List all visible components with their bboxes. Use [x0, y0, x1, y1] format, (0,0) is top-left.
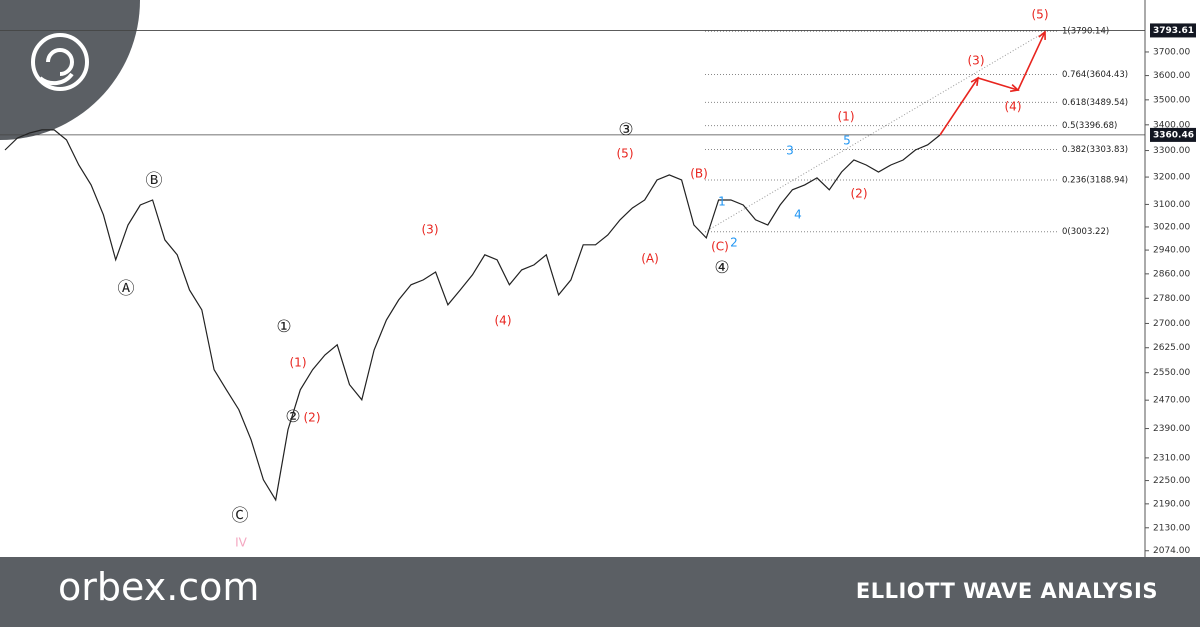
y-tick-label: 2250.00	[1153, 476, 1190, 486]
wave-label: (C)	[711, 240, 729, 254]
projection-arrowhead	[1009, 84, 1020, 93]
wave-label: (5)	[617, 147, 634, 161]
projection-arrowhead	[970, 76, 980, 87]
wave-label: IV	[235, 536, 248, 550]
fib-label: 0.236(3188.94)	[1062, 176, 1128, 186]
y-tick-label: 3700.00	[1153, 47, 1190, 57]
y-tick-label: 2130.00	[1153, 523, 1190, 533]
wave-label: (1)	[838, 110, 855, 124]
wave-label: (2)	[304, 411, 321, 425]
price-label: 3793.61	[1153, 26, 1194, 36]
wave-label: (A)	[641, 252, 659, 266]
y-tick-label: 2074.00	[1153, 546, 1190, 556]
price-line-series	[4, 129, 941, 502]
wave-label: (5)	[1032, 8, 1049, 22]
y-tick-label: 2940.00	[1153, 246, 1190, 256]
projection-arrowhead	[1038, 30, 1046, 40]
background	[0, 0, 1200, 557]
banner-title: ELLIOTT WAVE ANALYSIS	[855, 579, 1158, 603]
wave-label: (3)	[968, 54, 985, 68]
wave-label: ④	[714, 258, 729, 278]
fib-label: 0.764(3604.43)	[1062, 70, 1128, 80]
price-box	[1150, 23, 1196, 38]
brand: orbex.com	[58, 565, 260, 609]
y-tick-label: 2390.00	[1153, 424, 1190, 434]
wave-label: (B)	[690, 167, 708, 181]
logo	[31, 33, 89, 91]
y-tick-label: 3600.00	[1153, 71, 1190, 81]
chart: 2074.00 2130.00 2190.00 2250.00 2310.00 2390.…	[0, 0, 1200, 557]
y-tick-label: 3400.00	[1153, 120, 1190, 130]
wave-label: ②	[285, 407, 300, 427]
y-tick-label: 3020.00	[1153, 222, 1190, 232]
wave-label: (1)	[290, 356, 307, 370]
price-label: 3360.46	[1153, 130, 1194, 140]
y-tick-label: 2190.00	[1153, 499, 1190, 509]
y-tick-label: 3300.00	[1153, 146, 1190, 156]
wave-label: 1	[718, 195, 726, 209]
wave-label: Ⓒ	[232, 506, 249, 526]
y-tick-label: 2550.00	[1153, 368, 1190, 378]
y-tick-label: 2310.00	[1153, 453, 1190, 463]
wave-label: 5	[843, 134, 851, 148]
fib-label: 0.382(3303.83)	[1062, 145, 1128, 155]
wave-label: Ⓑ	[146, 171, 163, 191]
y-tick-label: 2625.00	[1153, 343, 1190, 353]
wave-label: (3)	[422, 223, 439, 237]
banner: orbex.com ELLIOTT WAVE ANALYSIS	[0, 557, 1200, 627]
fib-label: 0(3003.22)	[1062, 227, 1109, 237]
y-tick-label: 2860.00	[1153, 269, 1190, 279]
y-tick-label: 3200.00	[1153, 173, 1190, 183]
wave-label: Ⓐ	[118, 279, 135, 299]
wave-label: (4)	[1005, 100, 1022, 114]
fib-label: 0.618(3489.54)	[1062, 98, 1128, 108]
price-box	[1150, 127, 1196, 142]
projection	[939, 31, 1046, 136]
y-tick-label: 2780.00	[1153, 294, 1190, 304]
y-tick-label: 2700.00	[1153, 319, 1190, 329]
y-tick-label: 3500.00	[1153, 95, 1190, 105]
y-tick-label: 3100.00	[1153, 200, 1190, 210]
wave-label: ①	[276, 317, 291, 337]
wave-label: 2	[730, 236, 738, 250]
fib-label: 1(3790.14)	[1062, 27, 1109, 37]
wave-label: ③	[618, 120, 633, 140]
wave-label: (2)	[851, 187, 868, 201]
wave-label: (4)	[495, 314, 512, 328]
wave-label: 4	[794, 208, 802, 222]
y-tick-label: 2470.00	[1153, 396, 1190, 406]
wave-label: 3	[786, 144, 794, 158]
fib-label: 0.5(3396.68)	[1062, 121, 1117, 131]
